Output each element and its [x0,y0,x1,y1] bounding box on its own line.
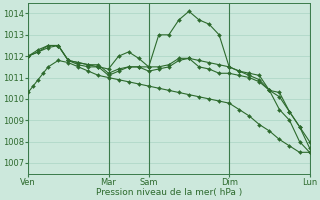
X-axis label: Pression niveau de la mer( hPa ): Pression niveau de la mer( hPa ) [96,188,242,197]
